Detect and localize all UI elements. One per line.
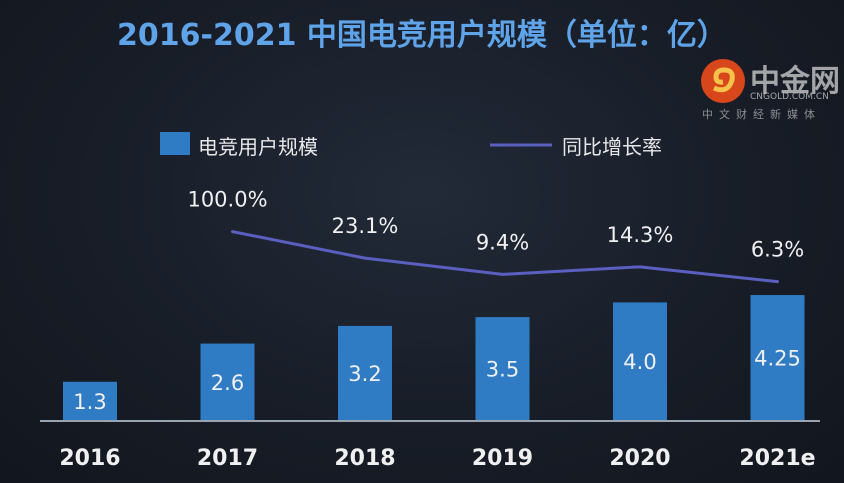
growth-label-2018: 23.1% xyxy=(332,214,399,238)
x-tick-2020: 2020 xyxy=(609,446,670,471)
bar-2017 xyxy=(200,343,255,420)
bar-2021e xyxy=(750,295,805,420)
legend-line-label: 同比增长率 xyxy=(562,135,662,159)
growth-label-2017: 100.0% xyxy=(187,188,267,212)
bar-2020 xyxy=(613,302,667,420)
legend-bar-label: 电竞用户规模 xyxy=(198,135,318,159)
x-tick-2017: 2017 xyxy=(197,446,258,471)
watermark: 中金网 CNGOLD.COM.CN 中文财经新媒体 xyxy=(700,58,840,128)
growth-label-2020: 14.3% xyxy=(607,223,674,247)
growth-point-2017 xyxy=(231,230,234,234)
chart-title: 2016-2021 中国电竞用户规模（单位：亿） xyxy=(117,18,727,53)
bar-label-2018: 3.2 xyxy=(348,362,381,386)
growth-label-2021e: 6.3% xyxy=(751,238,804,262)
x-tick-2018: 2018 xyxy=(334,446,395,471)
watermark-name: 中金网 xyxy=(750,64,840,99)
bar-label-2020: 4.0 xyxy=(623,350,656,374)
legend-bar-swatch xyxy=(160,132,190,155)
cngold-logo-icon xyxy=(701,59,745,103)
x-tick-2021e: 2021e xyxy=(739,446,815,471)
bar-2019 xyxy=(475,317,530,420)
bar-2018 xyxy=(338,325,392,420)
growth-point-2021e xyxy=(776,280,779,284)
growth-point-2018 xyxy=(363,256,367,260)
bar-label-2021e: 4.25 xyxy=(754,347,801,371)
bar-label-2019: 3.5 xyxy=(486,358,519,382)
x-tick-2019: 2019 xyxy=(472,446,533,471)
watermark-slogan: 中文财经新媒体 xyxy=(702,108,821,121)
watermark-domain: CNGOLD.COM.CN xyxy=(750,92,829,102)
growth-label-2019: 9.4% xyxy=(476,230,529,254)
growth-point-2020 xyxy=(638,265,642,269)
bar-2016 xyxy=(63,381,117,420)
bar-label-2016: 1.3 xyxy=(73,390,106,414)
growth-point-2019 xyxy=(501,272,504,276)
bar-label-2017: 2.6 xyxy=(211,371,244,395)
x-tick-2016: 2016 xyxy=(59,446,120,471)
